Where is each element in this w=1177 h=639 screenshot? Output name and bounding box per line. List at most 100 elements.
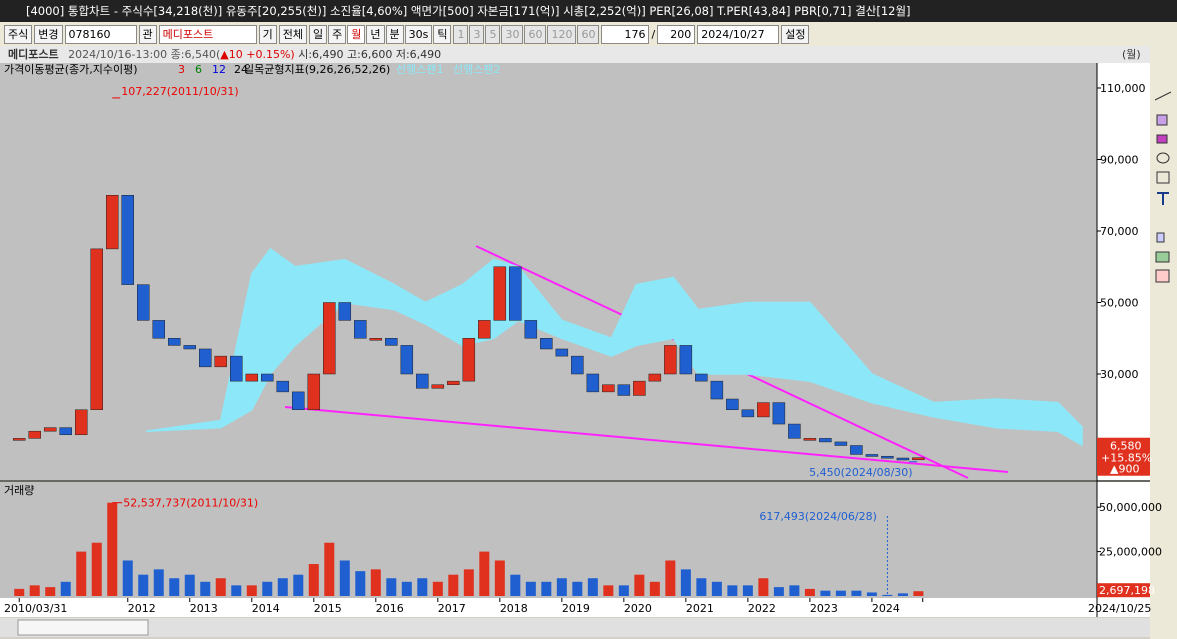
scrollbar[interactable]	[0, 618, 1150, 637]
price-axis-bg	[1097, 63, 1150, 480]
x-tick-label: 2013	[190, 602, 218, 615]
x-tick-label: 2024	[872, 602, 900, 615]
interval-button[interactable]: 60	[577, 24, 600, 44]
period-button[interactable]: 틱	[433, 24, 452, 44]
period-button[interactable]: 분	[385, 24, 404, 44]
interval-button[interactable]: 5	[485, 24, 501, 44]
volume-bar	[14, 588, 25, 596]
volume-bar	[820, 590, 831, 596]
settings-button[interactable]: 설정	[781, 24, 810, 44]
market-select[interactable]: 주식	[4, 24, 33, 44]
volume-bar	[618, 585, 629, 596]
slash: /	[651, 27, 656, 41]
tool-erase[interactable]	[1156, 134, 1168, 144]
volume-bar	[417, 578, 428, 596]
volume-bar	[324, 542, 335, 596]
volume-bar	[525, 581, 536, 596]
name-field[interactable]: 메디포스트	[158, 24, 257, 44]
volume-bar	[541, 581, 552, 596]
candle	[865, 454, 879, 457]
candle	[896, 457, 910, 461]
volume-bar	[277, 578, 288, 596]
legend-entry: 선행스팬1	[396, 63, 443, 76]
interval-button[interactable]: 120	[547, 24, 577, 44]
volume-bar	[76, 551, 87, 596]
volume-bar	[355, 571, 366, 596]
candle	[493, 266, 507, 321]
tool-text[interactable]	[1157, 192, 1169, 205]
candle	[726, 398, 739, 411]
volume-bar	[29, 585, 40, 596]
window-title: [4000] 통합차트 - 주식수[34,218(천)] 유동주[20,255(…	[26, 4, 911, 18]
candle	[59, 427, 72, 436]
period-button[interactable]: 월	[347, 24, 366, 44]
tool-image[interactable]	[1155, 251, 1170, 263]
change-button[interactable]: 변경	[34, 24, 63, 44]
quote-ohl: 시:6,490 고:6,600 저:6,490	[298, 48, 442, 61]
x-tick-label: 2016	[376, 602, 404, 615]
candle	[881, 455, 894, 459]
volume-bar	[587, 578, 598, 596]
last-price-box	[1097, 437, 1150, 476]
tool-ellipse[interactable]	[1156, 152, 1170, 164]
candle	[261, 373, 274, 382]
ma-period: 6	[195, 63, 202, 76]
tool-icons	[1154, 91, 1172, 283]
candle	[586, 373, 600, 393]
scroll-thumb[interactable]	[17, 619, 149, 636]
ma-title: 가격이동평균(종가,지수이평)	[4, 63, 138, 76]
date-input[interactable]: 2024/10/27	[697, 24, 780, 44]
count-input[interactable]: 176	[601, 24, 650, 44]
candle	[183, 345, 197, 350]
period-button[interactable]: 주	[328, 24, 347, 44]
period-button[interactable]: 30s	[404, 24, 433, 44]
gi-button[interactable]: 기	[258, 24, 277, 44]
y-tick-label: 25,000,000	[1099, 546, 1162, 559]
interval-button[interactable]: 30	[501, 24, 524, 44]
candle	[710, 380, 724, 400]
x-tick-label: 2018	[500, 602, 528, 615]
volume-bar	[153, 569, 164, 596]
tool-rect[interactable]	[1156, 171, 1170, 184]
candle	[509, 266, 522, 321]
volume-bar	[479, 551, 490, 596]
gwan-button[interactable]: 관	[138, 24, 157, 44]
candle	[462, 338, 476, 382]
tool-line[interactable]	[1154, 91, 1172, 101]
candle	[788, 423, 801, 439]
candle	[617, 384, 631, 396]
volume-bar	[711, 581, 722, 596]
volume-bar	[184, 574, 195, 596]
candle	[571, 355, 584, 375]
candle	[214, 355, 228, 368]
volume-bar	[851, 590, 862, 596]
interval-button[interactable]: 60	[524, 24, 547, 44]
code-input[interactable]: 078160	[64, 24, 137, 44]
volume-bar	[510, 574, 521, 596]
tool-range[interactable]	[1155, 269, 1170, 283]
title-bar: [4000] 통합차트 - 주식수[34,218(천)] 유동주[20,255(…	[0, 0, 1177, 22]
volume-bar	[339, 560, 350, 596]
volume-bar	[882, 594, 893, 596]
tool-copy[interactable]	[1156, 232, 1165, 243]
period-button[interactable]: 년	[366, 24, 385, 44]
interval-button[interactable]: 3	[469, 24, 485, 44]
candle	[400, 345, 414, 375]
total-input[interactable]: 200	[657, 24, 696, 44]
all-button[interactable]: 전체	[278, 24, 307, 44]
volume-bar	[169, 578, 180, 596]
candle	[695, 373, 708, 382]
interval-button[interactable]: 1	[453, 24, 469, 44]
tool-strip	[1150, 46, 1177, 639]
tool-pen[interactable]	[1156, 114, 1168, 126]
volume-bar	[758, 578, 769, 596]
volume-bar	[866, 592, 877, 596]
annotation: 107,227(2011/10/31)	[121, 85, 238, 98]
y-tick-label: 50,000,000	[1099, 501, 1162, 514]
period-button[interactable]: 일	[309, 24, 328, 44]
volume-bar	[200, 581, 211, 596]
candle	[152, 320, 166, 339]
stock-name: 메디포스트	[8, 48, 59, 61]
candle	[850, 445, 863, 455]
